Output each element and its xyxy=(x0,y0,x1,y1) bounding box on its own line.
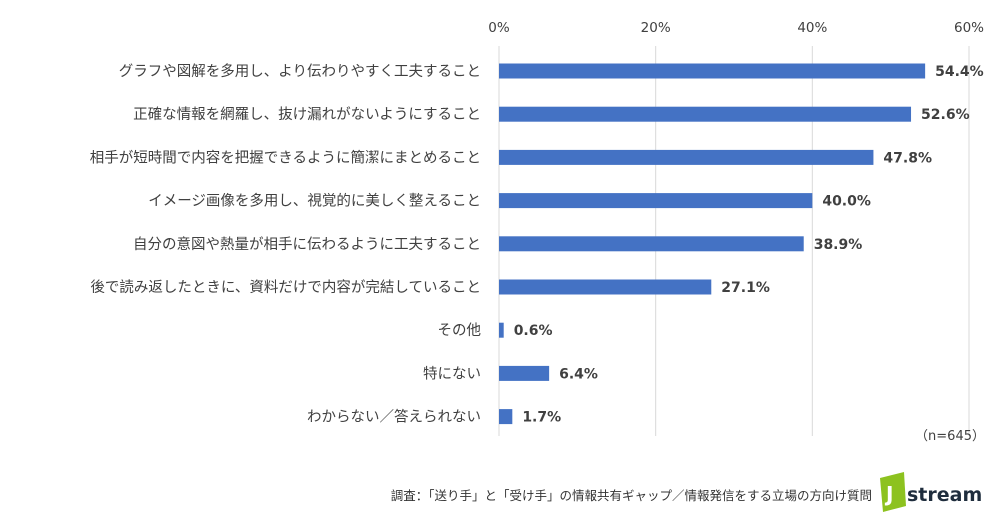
value-label: 40.0% xyxy=(822,194,871,210)
source-caption: 調査：「送り手」と「受け手」の情報共有ギャップ／情報発信をする立場の方向け質問 xyxy=(391,488,872,503)
bar xyxy=(499,365,550,381)
value-labels: 54.4% 52.6% 47.8% 40.0% 38.9% 27.1% 0.6% 6.4% 1.… xyxy=(514,64,984,426)
bars xyxy=(499,63,926,425)
value-label: 6.4% xyxy=(559,366,598,382)
category-label: その他 xyxy=(438,322,482,339)
category-label: 後で読み返したときに、資料だけで内容が完結していること xyxy=(90,279,481,296)
bar xyxy=(499,279,712,295)
value-label: 47.8% xyxy=(883,150,932,166)
category-labels: グラフや図解を多用し、より伝わりやすく工夫すること正確な情報を網羅し、抜け漏れが… xyxy=(90,63,481,426)
category-label: イメージ画像を多用し、視覚的に美しく整えること xyxy=(148,193,481,210)
category-label: 正確な情報を網羅し、抜け漏れがないようにすること xyxy=(133,106,481,123)
category-label: 自分の意図や熱量が相手に伝わるように工夫すること xyxy=(133,235,481,253)
value-label: 54.4% xyxy=(935,64,984,80)
bar xyxy=(499,149,874,165)
sample-size-note: （n=645） xyxy=(915,429,985,444)
value-label: 38.9% xyxy=(814,237,863,253)
bar xyxy=(499,236,804,252)
category-label: グラフや図解を多用し、より伝わりやすく工夫すること xyxy=(119,63,481,80)
bar xyxy=(499,106,912,122)
category-label: 特にない xyxy=(423,365,481,382)
x-tick-label: 20% xyxy=(641,20,671,36)
x-tick-label: 0% xyxy=(488,20,510,36)
value-label: 0.6% xyxy=(514,323,553,339)
value-label: 52.6% xyxy=(921,107,970,123)
value-label: 1.7% xyxy=(522,410,561,426)
value-label: 27.1% xyxy=(721,280,770,296)
bar xyxy=(499,322,504,338)
logo-letter: J xyxy=(884,482,893,506)
x-tick-label: 40% xyxy=(797,20,827,36)
x-axis-ticks: 0% 20% 40% 60% xyxy=(488,20,984,36)
x-tick-label: 60% xyxy=(954,20,984,36)
bar xyxy=(499,193,813,209)
bar xyxy=(499,409,513,425)
bar xyxy=(499,63,926,79)
category-label: 相手が短時間で内容を把握できるように簡潔にまとめること xyxy=(90,149,481,166)
logo-text: stream xyxy=(907,484,982,506)
category-label: わからない／答えられない xyxy=(307,409,481,426)
jstream-logo: J stream xyxy=(880,472,982,512)
logo-mark xyxy=(880,472,906,512)
